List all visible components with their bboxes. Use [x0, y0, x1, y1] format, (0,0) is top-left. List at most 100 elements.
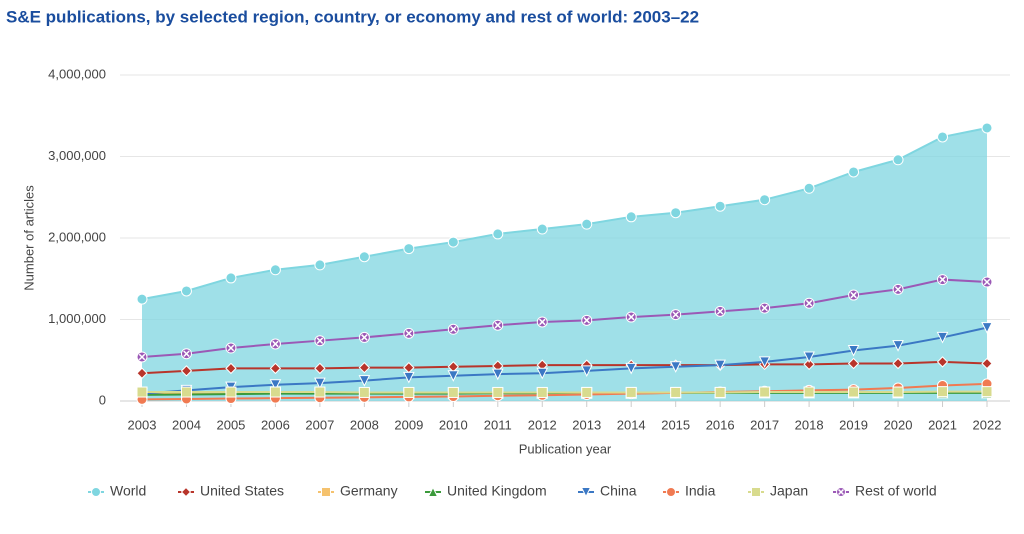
legend-item[interactable]: Germany [318, 483, 398, 499]
legend-item[interactable]: Japan [748, 483, 808, 499]
point [759, 194, 771, 206]
marker-cross [361, 334, 368, 341]
point [269, 386, 281, 398]
point [936, 356, 949, 368]
point [581, 386, 593, 398]
marker-cross [316, 337, 324, 344]
point [358, 375, 371, 387]
point [847, 344, 860, 357]
point [269, 379, 282, 391]
point [447, 370, 460, 382]
legend-item[interactable]: China [578, 483, 637, 499]
point [625, 362, 638, 375]
legend-item[interactable]: Rest of world [833, 483, 937, 499]
point [625, 211, 637, 223]
point [269, 362, 282, 375]
y-tick-label: 3,000,000 [48, 148, 106, 163]
marker-cross [538, 318, 546, 326]
point [403, 243, 415, 255]
point [670, 207, 682, 219]
point [136, 386, 148, 398]
point [225, 386, 237, 398]
legend-marker [427, 486, 439, 497]
x-tick-label: 2010 [439, 417, 468, 432]
legend-marker [666, 487, 676, 497]
point [580, 365, 593, 377]
x-tick-label: 2005 [216, 417, 245, 432]
point [225, 362, 237, 375]
legend-text: United Kingdom [447, 483, 547, 499]
marker-cross [183, 350, 190, 358]
line [141, 278, 988, 358]
legend-item[interactable]: United States [178, 483, 284, 499]
y-tick-label: 1,000,000 [48, 311, 106, 326]
x-tick-label: 2003 [128, 417, 157, 432]
marker-cross [272, 340, 279, 348]
point [581, 218, 593, 230]
point [892, 154, 904, 166]
point [847, 357, 860, 370]
x-tick-label: 2015 [661, 417, 690, 432]
y-axis-label: Number of articles [21, 185, 36, 291]
point [714, 386, 726, 398]
legend-item[interactable]: World [88, 483, 146, 499]
x-tick-label: 2008 [350, 417, 379, 432]
legend-text: Rest of world [855, 483, 937, 499]
legend-item[interactable]: India [663, 483, 716, 499]
point [981, 386, 993, 398]
point [669, 361, 682, 373]
x-tick-label: 2021 [928, 417, 957, 432]
x-tick-label: 2014 [617, 417, 646, 432]
legend-marker [580, 487, 592, 498]
marker-cross [494, 321, 502, 329]
legend-text: India [685, 483, 716, 499]
legend-text: Japan [770, 483, 808, 499]
marker-cross [227, 344, 235, 352]
point [536, 367, 549, 380]
legend-text: United States [200, 483, 284, 499]
point [447, 236, 459, 248]
point [358, 386, 370, 398]
marker-cross [983, 278, 991, 286]
marker-cross [450, 325, 457, 333]
x-tick-label: 2017 [750, 417, 779, 432]
point [803, 358, 815, 371]
point [536, 386, 548, 398]
point [803, 386, 815, 398]
point [180, 386, 192, 398]
point [937, 386, 949, 398]
legend-text: World [110, 483, 146, 499]
line [141, 126, 988, 301]
legend-item[interactable]: United Kingdom [425, 483, 547, 499]
point [314, 377, 326, 390]
legend-marker [321, 487, 331, 497]
point [447, 386, 459, 398]
point [848, 166, 860, 178]
point [981, 357, 993, 370]
point [225, 272, 237, 284]
marker-cross [805, 299, 813, 307]
x-tick-label: 2012 [528, 417, 557, 432]
x-tick-label: 2011 [484, 417, 512, 432]
point [892, 357, 904, 370]
marker-cross [583, 317, 591, 324]
point [936, 331, 949, 344]
point [314, 362, 326, 375]
x-tick-label: 2004 [172, 417, 201, 432]
x-axis-label: Publication year [519, 441, 612, 456]
point [937, 131, 949, 143]
marker-cross [672, 311, 679, 318]
marker-cross [850, 291, 857, 299]
marker-cross [138, 353, 146, 361]
point [403, 371, 415, 384]
marker-cross [627, 313, 635, 321]
point [714, 200, 726, 212]
marker-cross [837, 488, 845, 496]
y-tick-label: 0 [99, 392, 106, 407]
area [142, 127, 987, 401]
x-tick-label: 2020 [884, 417, 913, 432]
point [136, 293, 148, 305]
x-tick-label: 2013 [572, 417, 601, 432]
point [714, 359, 726, 372]
